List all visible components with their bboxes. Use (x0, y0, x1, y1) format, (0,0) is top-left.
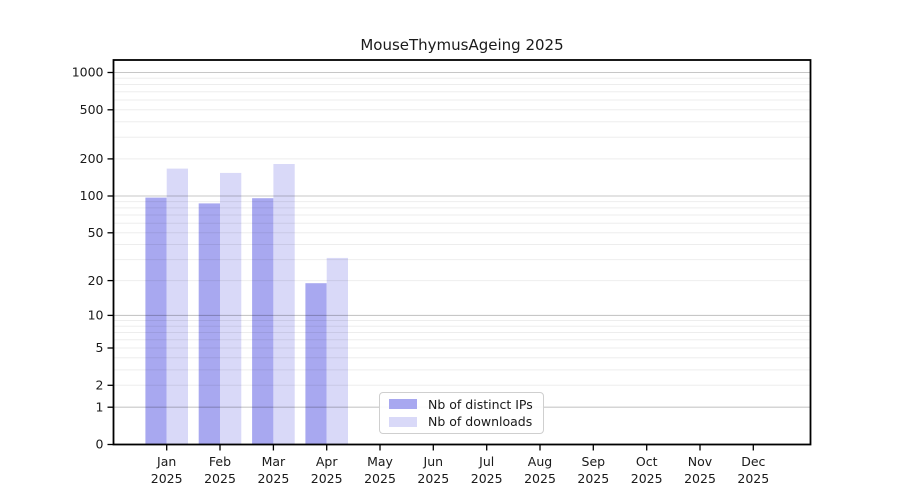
y-tick-label: 2 (96, 378, 104, 393)
x-tick-label-month: Feb (209, 454, 231, 469)
x-tick-label-month: Oct (636, 454, 658, 469)
legend-swatch-downloads (389, 416, 417, 427)
y-tick-label: 10 (88, 308, 104, 323)
x-tick-label-month: Mar (262, 454, 286, 469)
x-tick-label-year: 2025 (524, 471, 556, 486)
legend-label-downloads: Nb of downloads (428, 414, 533, 430)
x-tick-label-month: Sep (582, 454, 606, 469)
x-tick-label-year: 2025 (364, 471, 396, 486)
bar-distinct-ips (145, 197, 167, 445)
x-tick-label-year: 2025 (204, 471, 236, 486)
y-tick-label: 20 (88, 273, 104, 288)
x-tick-label-year: 2025 (257, 471, 289, 486)
legend-entry-downloads: Nb of downloads (386, 413, 537, 430)
bar-downloads (326, 257, 348, 445)
x-tick-label-year: 2025 (737, 471, 769, 486)
bar-distinct-ips (305, 283, 327, 445)
x-tick-label-year: 2025 (151, 471, 183, 486)
legend-swatch-distinct-ips (389, 399, 417, 410)
bar-downloads (273, 164, 295, 445)
y-tick-label: 5 (96, 340, 104, 355)
x-tick-label-year: 2025 (577, 471, 609, 486)
legend-entry-distinct-ips: Nb of distinct IPs (386, 396, 537, 413)
x-tick-label-year: 2025 (684, 471, 716, 486)
y-tick-label: 50 (88, 225, 104, 240)
chart-legend: Nb of distinct IPs Nb of downloads (379, 392, 544, 434)
bar-downloads (166, 168, 188, 445)
x-tick-label-year: 2025 (631, 471, 663, 486)
y-tick-label: 100 (80, 188, 104, 203)
y-tick-label: 1 (96, 399, 104, 414)
bar-downloads (220, 172, 242, 445)
x-tick-label-year: 2025 (311, 471, 343, 486)
x-tick-label-month: Nov (688, 454, 713, 469)
x-tick-label-month: Jan (156, 454, 176, 469)
x-tick-label-month: Jun (423, 454, 444, 469)
y-tick-label: 1000 (72, 65, 104, 80)
x-tick-label-year: 2025 (417, 471, 449, 486)
x-tick-label-month: Apr (316, 454, 338, 469)
bar-distinct-ips (198, 203, 220, 445)
x-tick-label-month: Dec (741, 454, 765, 469)
x-tick-label-year: 2025 (471, 471, 503, 486)
plot-border (112, 59, 812, 446)
y-tick-label: 0 (96, 437, 104, 452)
x-tick-label-month: Aug (528, 454, 552, 469)
y-tick-label: 200 (80, 151, 104, 166)
x-tick-label-month: Jul (478, 454, 494, 469)
legend-label-distinct-ips: Nb of distinct IPs (428, 396, 533, 412)
y-tick-label: 500 (80, 102, 104, 117)
x-tick-label-month: May (367, 454, 393, 469)
bar-distinct-ips (252, 198, 274, 445)
chart-title: MouseThymusAgeing 2025 (360, 36, 564, 54)
